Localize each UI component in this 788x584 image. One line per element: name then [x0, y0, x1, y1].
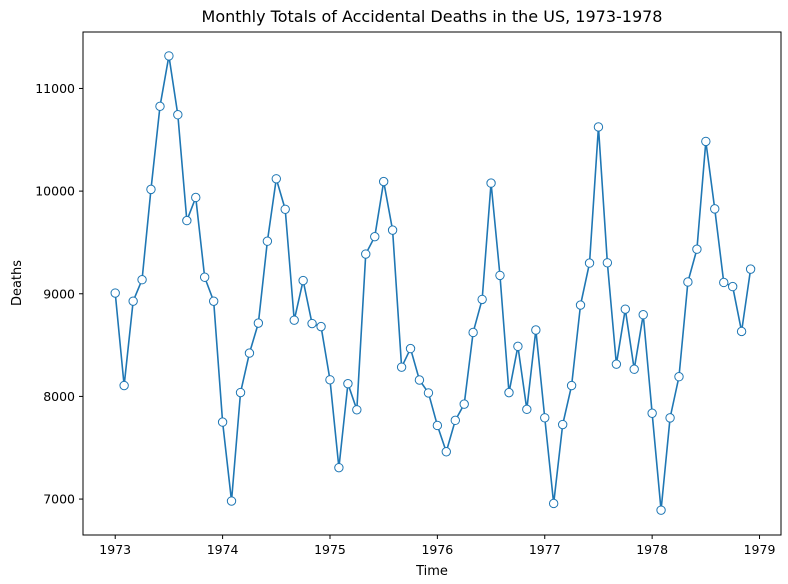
- data-point: [701, 136, 711, 147]
- data-point: [378, 176, 389, 187]
- data-point: [683, 277, 693, 287]
- x-tick-label: 1973: [99, 542, 131, 557]
- data-point: [387, 225, 398, 235]
- data-point: [656, 505, 666, 515]
- data-point: [611, 359, 622, 369]
- data-point: [727, 281, 738, 292]
- data-point: [423, 388, 434, 398]
- data-point: [405, 343, 416, 354]
- x-axis-label: Time: [415, 564, 448, 579]
- data-point: [710, 204, 720, 214]
- data-point: [128, 296, 138, 306]
- data-point: [307, 318, 317, 329]
- x-tick-label: 1975: [314, 542, 346, 557]
- data-point: [468, 327, 478, 338]
- plot-area-frame: [82, 31, 782, 536]
- data-point: [432, 420, 443, 431]
- y-tick-label: 11000: [35, 81, 75, 96]
- data-point: [513, 341, 523, 352]
- x-tick-label: 1974: [207, 542, 239, 557]
- data-point: [164, 51, 174, 61]
- data-point: [504, 387, 514, 398]
- data-point: [665, 413, 675, 423]
- data-point: [217, 417, 228, 427]
- data-point: [584, 258, 595, 268]
- data-point: [361, 249, 371, 259]
- series-line: [114, 55, 752, 511]
- y-tick-label: 7000: [43, 492, 75, 507]
- data-point: [557, 419, 568, 430]
- data-point: [182, 215, 192, 226]
- data-point: [629, 364, 639, 374]
- data-point: [522, 404, 532, 415]
- chart-title: Monthly Totals of Accidental Deaths in t…: [202, 7, 663, 26]
- data-point: [119, 380, 129, 391]
- data-point: [235, 387, 246, 398]
- data-point: [531, 325, 541, 335]
- data-point: [692, 244, 702, 254]
- data-point: [352, 405, 362, 415]
- data-point: [173, 110, 183, 120]
- data-point: [208, 296, 219, 306]
- x-tick-label: 1976: [421, 542, 453, 557]
- data-point: [495, 270, 505, 281]
- y-tick-label: 10000: [35, 184, 75, 199]
- data-point: [745, 264, 756, 274]
- data-point: [441, 447, 451, 457]
- data-point: [370, 231, 380, 242]
- data-point: [262, 236, 273, 246]
- y-axis-label: Deaths: [10, 260, 25, 306]
- data-point: [548, 498, 559, 509]
- x-tick-label: 1977: [529, 542, 561, 557]
- series-layer: [110, 51, 756, 515]
- y-tick-label: 8000: [43, 389, 75, 404]
- data-point: [146, 184, 156, 195]
- data-point: [289, 315, 299, 325]
- data-point: [602, 258, 613, 268]
- data-point: [316, 321, 326, 332]
- x-tick-label: 1978: [636, 542, 668, 557]
- data-point: [486, 178, 496, 188]
- data-point: [620, 304, 630, 314]
- data-point: [271, 174, 281, 184]
- data-point: [334, 462, 344, 473]
- data-point: [199, 272, 210, 282]
- data-point: [244, 348, 255, 358]
- data-point: [280, 204, 290, 214]
- data-point: [736, 326, 747, 337]
- data-point: [719, 277, 729, 288]
- axes: 1973 1974 1975 1976 1977 1978 1979 7000 8000 9000…: [35, 81, 775, 557]
- data-point: [137, 275, 147, 285]
- data-point: [191, 192, 201, 203]
- data-point: [477, 294, 487, 305]
- data-point: [450, 415, 461, 426]
- data-point: [638, 310, 648, 320]
- data-point: [110, 288, 120, 298]
- data-point: [325, 375, 335, 385]
- data-point: [647, 408, 657, 418]
- data-point: [253, 318, 264, 328]
- x-tick-label: 1979: [744, 542, 776, 557]
- y-tick-label: 9000: [43, 286, 75, 301]
- data-point: [674, 372, 684, 382]
- data-point: [155, 101, 165, 112]
- data-point: [414, 375, 425, 385]
- data-point: [459, 399, 469, 409]
- data-point: [593, 122, 604, 132]
- data-point: [226, 496, 237, 506]
- data-point: [540, 413, 550, 423]
- data-point: [343, 378, 353, 389]
- data-point: [396, 362, 407, 372]
- data-point: [298, 275, 308, 286]
- data-point: [566, 380, 577, 391]
- data-point: [575, 300, 586, 310]
